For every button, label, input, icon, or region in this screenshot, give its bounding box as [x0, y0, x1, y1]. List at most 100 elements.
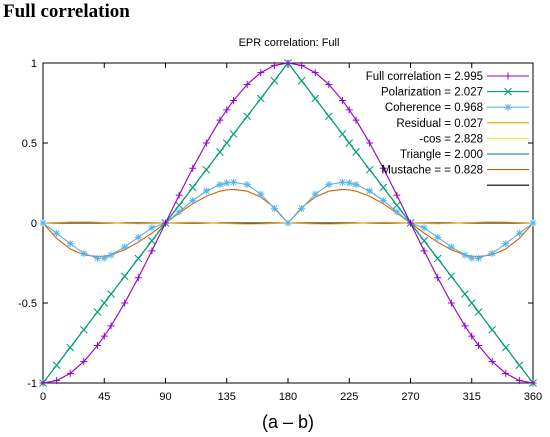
- legend-label-0: Full correlation = 2.995: [366, 71, 483, 83]
- legend-marker-1: [504, 87, 512, 96]
- series-0-point-31: [420, 247, 428, 255]
- series-0-point-9: [148, 247, 156, 255]
- legend-label-1: Polarization = 2.027: [381, 87, 483, 99]
- series-0-point-10: [162, 219, 169, 227]
- series-2-point-12: [189, 197, 197, 205]
- series-1-point-21: [297, 76, 306, 85]
- x-tick-label-1: 45: [98, 391, 110, 403]
- series-1-point-25: [345, 139, 354, 147]
- series-0-point-32: [434, 274, 442, 282]
- series-1-point-36: [474, 308, 483, 316]
- series-2-point-1: [53, 229, 61, 237]
- series-1-point-22: [311, 94, 320, 103]
- series-2-point-3: [80, 249, 88, 257]
- series-2-point-11: [175, 208, 183, 216]
- series-2-point-26: [352, 181, 360, 189]
- series-1-point-27: [365, 165, 374, 174]
- plot-area: 0 45 90 135 180 225 270 315 360 -1 -0.5 0 0.5 1 Full c…: [18, 58, 542, 403]
- series-0-point-24: [338, 96, 346, 104]
- series-0-point-26: [352, 116, 360, 124]
- series-1-point-28: [379, 183, 388, 192]
- series-1-point-32: [433, 254, 442, 263]
- series-0-point-15: [223, 106, 231, 114]
- legend-label-6: Mustache = = 0.828: [381, 165, 483, 177]
- series-0-point-2: [66, 369, 74, 377]
- y-tick-label-0: -1: [27, 378, 37, 390]
- series-2-point-4: [93, 254, 101, 262]
- series-1-point-37: [488, 325, 497, 334]
- series-0-point-5: [100, 332, 108, 340]
- series-2-point-27: [366, 187, 374, 195]
- series-2-point-23: [325, 181, 333, 189]
- series-1-point-38: [501, 343, 510, 352]
- series-1-point-31: [420, 236, 428, 245]
- page-heading: Full correlation: [3, 1, 130, 22]
- series-1-point-26: [352, 148, 360, 156]
- series-1-point-5: [100, 299, 109, 307]
- series-2-point-31: [420, 224, 428, 232]
- series-2-point-37: [488, 249, 496, 257]
- series-2-point-40: [529, 219, 537, 227]
- series-1-point-1: [52, 361, 61, 370]
- series-1-point-12: [188, 183, 197, 192]
- series-2-point-24: [338, 178, 346, 186]
- series-0-point-21: [298, 61, 306, 69]
- series-2-point-6: [107, 251, 115, 259]
- series-2-point-8: [134, 233, 142, 241]
- series-0-point-38: [502, 369, 510, 377]
- series-0-point-23: [325, 80, 333, 88]
- series-1-point-18: [256, 94, 265, 103]
- series-0-point-36: [475, 342, 483, 350]
- chart-title: EPR correlation: Full: [239, 37, 340, 49]
- series-2-point-14: [216, 181, 224, 189]
- series-0-point-34: [461, 322, 469, 330]
- series-0-point-37: [488, 358, 496, 366]
- series-1-point-14: [216, 148, 224, 156]
- series-0-point-6: [107, 322, 115, 330]
- series-1-point-13: [202, 165, 211, 174]
- series-2-point-18: [257, 190, 265, 198]
- series-0-point-12: [189, 164, 197, 172]
- series-2-point-9: [148, 224, 156, 232]
- series-0-point-14: [216, 116, 224, 124]
- x-tick-label-2: 90: [159, 391, 171, 403]
- series-2-point-29: [393, 208, 401, 216]
- legend-marker-0: [504, 72, 512, 80]
- series-0-point-22: [311, 69, 319, 77]
- y-tick-label-4: 1: [31, 58, 37, 70]
- x-tick-label-3: 135: [218, 391, 236, 403]
- series-1-point-11: [175, 201, 183, 210]
- x-tick-label-5: 225: [340, 391, 358, 403]
- series-2-point-34: [461, 251, 469, 259]
- y-tick-label-3: 0.5: [22, 138, 37, 150]
- series-2-point-2: [66, 240, 74, 248]
- series-1-point-34: [461, 290, 469, 298]
- series-0-point-3: [80, 358, 88, 366]
- series-2-point-25: [345, 179, 353, 187]
- series-2-point-28: [379, 197, 387, 205]
- series-1-point-7: [120, 272, 129, 281]
- series-0-point-19: [270, 61, 278, 69]
- legend-label-2: Coherence = 0.968: [385, 102, 483, 114]
- x-tick-label-7: 315: [463, 391, 481, 403]
- series-0-point-25: [345, 106, 353, 114]
- series-1-point-8: [134, 254, 143, 263]
- x-tick-label-6: 270: [401, 391, 419, 403]
- series-1-point-16: [229, 130, 238, 138]
- series-2-point-32: [434, 233, 442, 241]
- series-0-point-33: [447, 299, 455, 307]
- series-0-point-13: [202, 139, 210, 147]
- series-1-point-23: [324, 112, 333, 121]
- series-2-point-22: [311, 190, 319, 198]
- series-0-point-0: [39, 379, 47, 387]
- legend-label-4: -cos = 2.828: [419, 133, 483, 145]
- series-0-point-29: [393, 191, 401, 199]
- y-tick-label-1: -0.5: [18, 298, 37, 310]
- series-2-point-33: [447, 243, 455, 251]
- series-2-point-21: [298, 205, 306, 213]
- series-2-point-38: [502, 240, 510, 248]
- series-1-point-15: [222, 139, 231, 147]
- series-2-point-15: [223, 179, 231, 187]
- series-2-point-20: [284, 219, 292, 227]
